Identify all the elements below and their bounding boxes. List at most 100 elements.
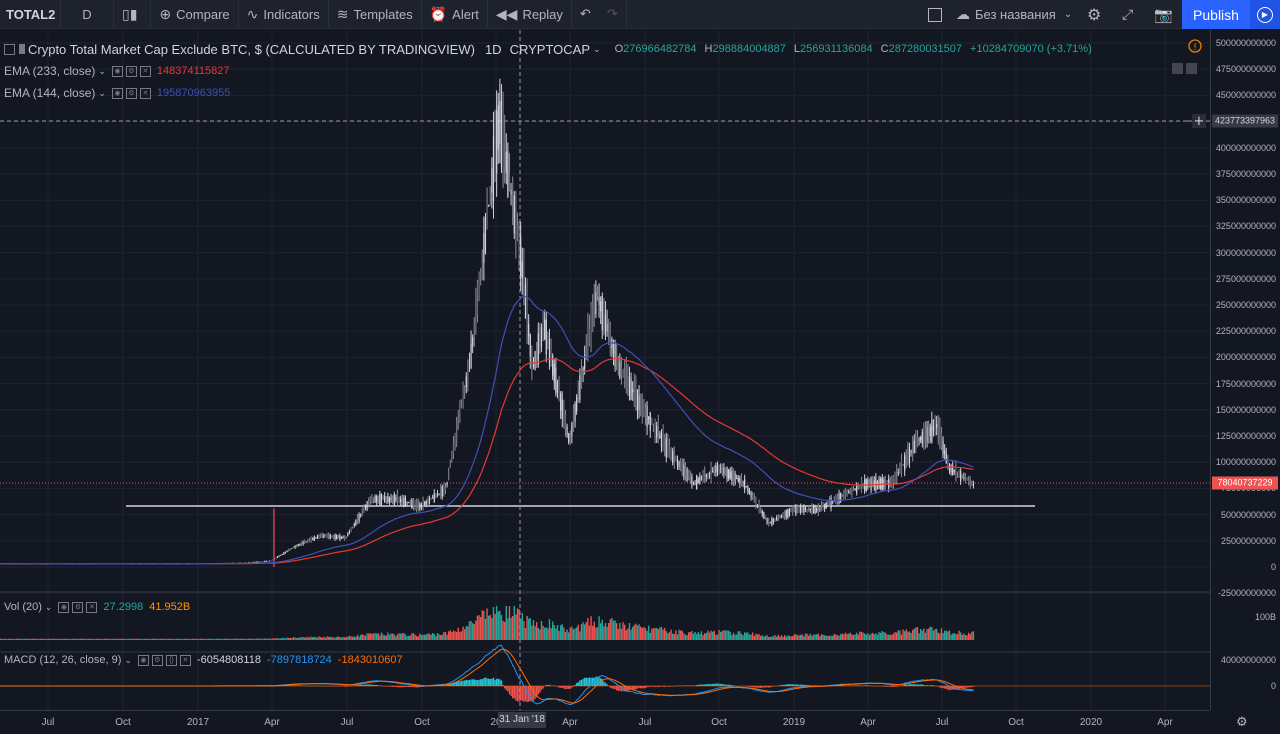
macd-histogram-bar bbox=[943, 686, 946, 689]
volume-bar bbox=[124, 638, 127, 640]
volume-bar bbox=[263, 638, 266, 640]
volume-bar bbox=[875, 633, 877, 640]
macd-histogram-bar bbox=[939, 686, 941, 688]
warning-icon[interactable]: ! bbox=[1188, 39, 1202, 53]
volume-bar bbox=[183, 638, 186, 640]
eye-icon[interactable]: ◉ bbox=[111, 65, 123, 77]
snapshot-button[interactable]: 📷 bbox=[1154, 0, 1173, 29]
chevron-down-icon[interactable]: ⌄ bbox=[593, 43, 601, 54]
gear-icon[interactable]: ⚙ bbox=[1236, 714, 1248, 729]
interval-button[interactable]: D bbox=[82, 6, 92, 22]
ema-144-legend[interactable]: EMA (144, close) ⌄ ◉ ⚙ ✕ 195870963955 bbox=[4, 82, 1092, 104]
close-icon[interactable]: ✕ bbox=[139, 65, 151, 77]
volume-bar bbox=[558, 630, 560, 640]
volume-bar bbox=[100, 638, 103, 640]
eye-icon[interactable]: ◉ bbox=[137, 654, 149, 666]
candle-body bbox=[766, 517, 768, 524]
volume-bar bbox=[783, 635, 786, 640]
candle-body bbox=[900, 459, 903, 474]
scroll-up-icon[interactable] bbox=[1186, 63, 1197, 74]
macd-histogram-bar bbox=[505, 686, 507, 691]
close-icon[interactable]: ✕ bbox=[86, 601, 98, 613]
volume-bar bbox=[623, 624, 626, 640]
chart-canvas[interactable]: + ! bbox=[0, 30, 1210, 710]
chevron-down-icon[interactable]: ⌄ bbox=[124, 654, 132, 665]
macd-histogram-bar bbox=[787, 684, 789, 686]
candle-body bbox=[568, 433, 570, 443]
undo-button[interactable]: ↶ bbox=[572, 0, 599, 29]
volume-bar bbox=[270, 638, 272, 640]
macd-legend[interactable]: MACD (12, 26, close, 9) ⌄ ◉ ⚙ {} ✕ -6054… bbox=[4, 654, 403, 666]
volume-bar bbox=[671, 633, 674, 640]
chevron-down-icon[interactable]: ⌄ bbox=[98, 87, 106, 98]
chevron-down-icon[interactable]: ⌄ bbox=[98, 65, 106, 76]
candle-body bbox=[297, 544, 299, 547]
volume-bar bbox=[129, 638, 131, 640]
play-button[interactable]: ▶ bbox=[1250, 0, 1280, 29]
close-icon[interactable]: ✕ bbox=[139, 87, 151, 99]
add-plus-button[interactable]: + bbox=[1192, 114, 1206, 129]
symbol-search[interactable]: TOTAL2 bbox=[6, 6, 56, 22]
time-axis[interactable]: Jul Oct 2017 Apr Jul Oct 20 Apr Jul Oct 2019 Apr Jul… bbox=[0, 710, 1210, 734]
chevron-down-icon[interactable]: ⌄ bbox=[44, 601, 53, 612]
macd-histogram-bar bbox=[839, 685, 842, 686]
volume-bar bbox=[839, 634, 842, 640]
macd-histogram-bar bbox=[966, 686, 968, 688]
indicators-button[interactable]: ∿ Indicators bbox=[239, 0, 328, 29]
time-tick-label: Oct bbox=[711, 717, 727, 728]
replay-button[interactable]: ◀◀ Replay bbox=[488, 0, 571, 29]
settings-icon[interactable]: ⚙ bbox=[151, 654, 163, 666]
settings-icon[interactable]: ⚙ bbox=[125, 87, 137, 99]
settings-button[interactable]: ⚙ bbox=[1087, 0, 1101, 29]
volume-bar bbox=[465, 626, 467, 640]
alert-button[interactable]: ⏰ Alert bbox=[422, 0, 487, 29]
collapse-icon[interactable] bbox=[4, 43, 15, 55]
volume-bar bbox=[913, 628, 915, 640]
candle-body bbox=[851, 487, 853, 494]
eye-icon[interactable]: ◉ bbox=[111, 87, 123, 99]
settings-icon[interactable]: ⚙ bbox=[72, 601, 84, 613]
volume-legend[interactable]: Vol (20) ⌄ ◉ ⚙ ✕ 27.2998 41.952B bbox=[4, 601, 190, 613]
volume-bar bbox=[347, 636, 349, 640]
macd-histogram-bar bbox=[889, 686, 891, 687]
chart-type-button[interactable]: ▯▮ bbox=[114, 0, 150, 29]
publish-button[interactable]: Publish bbox=[1182, 0, 1250, 29]
candle-body bbox=[352, 526, 354, 528]
macd-histogram-bar bbox=[359, 684, 362, 686]
ema-233-legend[interactable]: EMA (233, close) ⌄ ◉ ⚙ ✕ 148374115827 bbox=[4, 60, 1092, 82]
compare-button[interactable]: ⊕ Compare bbox=[151, 0, 237, 29]
price-axis[interactable]: 5000000000004750000000004500000000004250… bbox=[1210, 30, 1280, 710]
redo-button[interactable]: ↷ bbox=[599, 0, 626, 29]
settings-icon[interactable]: ⚙ bbox=[125, 65, 137, 77]
layout-name-button[interactable]: ☁ Без названия ⌄ bbox=[956, 0, 1072, 29]
volume-bar bbox=[481, 610, 483, 640]
candle-body bbox=[641, 396, 643, 416]
volume-bar bbox=[726, 630, 728, 640]
fullscreen-layout-button[interactable] bbox=[928, 0, 942, 29]
candle-body bbox=[390, 497, 392, 501]
scroll-down-icon[interactable] bbox=[1172, 63, 1183, 74]
volume-bar bbox=[899, 630, 901, 640]
templates-button[interactable]: ≋ Templates bbox=[329, 0, 421, 29]
volume-bar bbox=[625, 630, 627, 640]
candle-body bbox=[398, 498, 400, 501]
volume-bar bbox=[172, 638, 175, 640]
fullscreen-button[interactable]: ⤢ bbox=[1122, 0, 1133, 29]
macd-histogram-bar bbox=[478, 679, 480, 686]
macd-histogram-bar bbox=[891, 686, 893, 687]
eye-icon[interactable]: ◉ bbox=[58, 601, 70, 613]
source-code-icon[interactable]: {} bbox=[165, 654, 177, 666]
candle-body bbox=[795, 505, 797, 515]
candle-body bbox=[889, 480, 891, 486]
close-icon[interactable]: ✕ bbox=[179, 654, 191, 666]
candle-body bbox=[585, 344, 587, 360]
volume-bar bbox=[870, 633, 872, 640]
candle-body bbox=[484, 217, 487, 253]
volume-bar bbox=[526, 615, 528, 640]
volume-bar bbox=[273, 638, 275, 640]
candle-body bbox=[422, 499, 424, 509]
volume-bar bbox=[105, 638, 107, 640]
candle-body bbox=[382, 497, 384, 500]
volume-bar bbox=[228, 638, 231, 640]
macd-histogram-bar bbox=[499, 679, 501, 686]
